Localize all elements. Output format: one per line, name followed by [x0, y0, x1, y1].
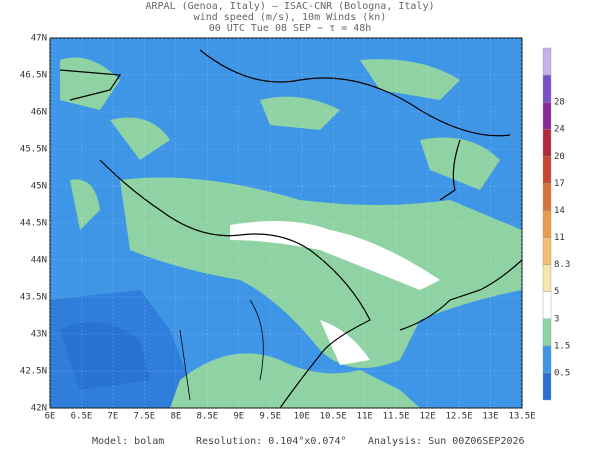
colorbar-segment — [542, 345, 552, 374]
lon-label: 9.5E — [259, 412, 281, 422]
lat-label: 47N — [31, 34, 47, 44]
colorbar-label: 17 — [554, 179, 565, 189]
lon-label: 13E — [482, 412, 498, 422]
map-field — [49, 37, 523, 409]
lon-label: 13.5E — [508, 412, 535, 422]
lon-label: 8.5E — [196, 412, 218, 422]
lat-label: 45.5N — [20, 145, 47, 155]
colorbar-segment — [542, 291, 552, 319]
colorbar-label: 20 — [554, 152, 565, 162]
lat-label: 46.5N — [20, 71, 47, 81]
colorbar-segment — [542, 101, 552, 130]
colorbar-segment — [542, 264, 552, 292]
lon-label: 9E — [233, 412, 244, 422]
lon-label: 12E — [419, 412, 435, 422]
title-line: 00 UTC Tue 08 SEP − τ = 48h — [209, 23, 372, 34]
colorbar-segment — [542, 74, 552, 103]
colorbar-label: 28 — [554, 98, 565, 108]
lon-label: 11E — [357, 412, 373, 422]
lon-label: 10E — [294, 412, 310, 422]
colorbar-label: 14 — [554, 206, 565, 216]
lat-label: 45N — [31, 182, 47, 192]
lon-label: 6.5E — [71, 412, 93, 422]
footer-resolution: Resolution: 0.104°x0.074° — [196, 436, 347, 447]
lat-label: 44.5N — [20, 219, 47, 229]
colorbar-label: 0.5 — [554, 368, 570, 378]
lat-label: 42N — [31, 404, 47, 414]
lon-label: 7.5E — [134, 412, 156, 422]
lon-label: 8E — [170, 412, 181, 422]
lon-label: 6E — [45, 412, 56, 422]
colorbar-segment — [542, 210, 552, 238]
colorbar-segment — [542, 47, 552, 76]
colorbar-label: 24 — [554, 125, 565, 135]
colorbar-label: 8.3 — [554, 260, 570, 270]
lon-label: 7E — [108, 412, 119, 422]
colorbar-segment — [542, 237, 552, 265]
colorbar-segment — [542, 156, 552, 184]
colorbar: 28 24 20 17 14 11 8.3 5 3 1.5 0.5 — [542, 47, 570, 401]
colorbar-segment — [542, 318, 552, 347]
colorbar-label: 5 — [554, 287, 559, 297]
lon-label: 12.5E — [446, 412, 473, 422]
lon-label: 11.5E — [383, 412, 410, 422]
lon-label: 10.5E — [320, 412, 347, 422]
colorbar-segment — [542, 129, 552, 157]
colorbar-label: 11 — [554, 233, 565, 243]
colorbar-segment — [542, 372, 552, 401]
colorbar-label: 1.5 — [554, 341, 570, 351]
title-line: ARPAL (Genoa, Italy) — ISAC-CNR (Bologna… — [146, 1, 435, 12]
footer-analysis: Analysis: Sun 00Z06SEP2026 — [368, 436, 525, 447]
lat-label: 42.5N — [20, 367, 47, 377]
colorbar-segment — [542, 183, 552, 211]
title-line: wind speed (m/s), 10m Winds (kn) — [194, 12, 387, 23]
lat-label: 44N — [31, 256, 47, 266]
footer-model: Model: bolam — [92, 436, 164, 447]
lat-label: 43.5N — [20, 293, 47, 303]
colorbar-label: 3 — [554, 314, 559, 324]
lat-label: 46N — [31, 108, 47, 118]
lat-label: 43N — [31, 330, 47, 340]
